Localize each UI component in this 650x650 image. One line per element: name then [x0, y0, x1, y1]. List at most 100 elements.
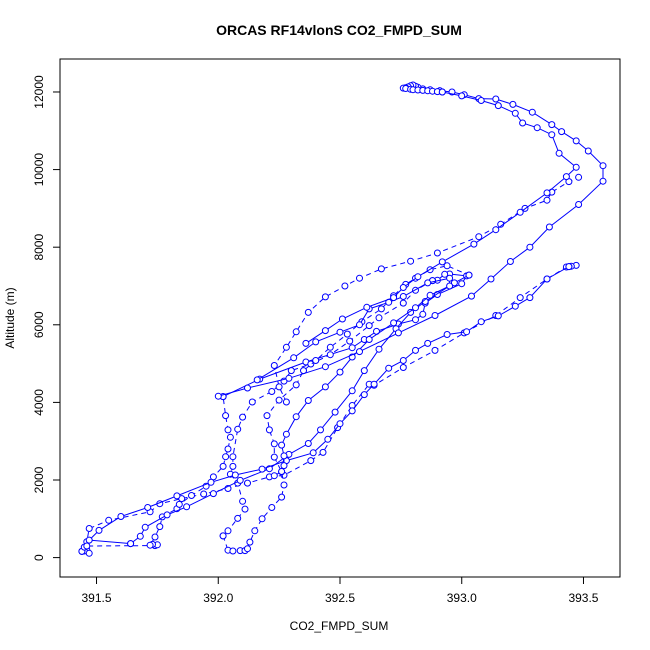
x-tick-label: 392.5	[325, 591, 355, 605]
data-point	[270, 362, 278, 369]
data-point	[441, 270, 449, 278]
data-point	[545, 223, 553, 231]
data-point	[458, 92, 466, 100]
data-point	[558, 128, 566, 136]
data-point	[390, 294, 398, 302]
data-point	[599, 162, 607, 170]
x-tick-label: 393.0	[447, 591, 477, 605]
data-point	[572, 163, 580, 171]
x-axis-label: CO2_FMPD_SUM	[290, 619, 389, 633]
series-line	[130, 274, 470, 544]
data-point	[446, 282, 454, 290]
data-point	[528, 108, 536, 116]
data-point	[244, 479, 251, 487]
data-point	[219, 532, 227, 540]
y-axis: 0 2000 4000 6000 8000 10000 12000	[32, 75, 61, 561]
series-line	[81, 264, 577, 554]
y-tick-label: 0	[32, 554, 46, 561]
data-point	[173, 492, 181, 500]
data-point	[141, 523, 149, 531]
data-point	[326, 343, 334, 351]
data-point	[248, 398, 256, 406]
data-point	[268, 504, 276, 511]
data-point	[511, 302, 519, 310]
data-point	[494, 102, 502, 110]
data-point	[375, 345, 383, 353]
data-point	[377, 265, 385, 273]
data-point	[224, 445, 232, 453]
data-point	[356, 348, 363, 356]
data-point	[258, 465, 266, 473]
data-point	[548, 131, 556, 139]
data-point	[302, 339, 310, 347]
data-point	[443, 331, 451, 338]
series-1	[78, 261, 580, 557]
data-point	[270, 472, 278, 480]
data-point	[548, 121, 556, 129]
data-point	[533, 124, 541, 132]
data-point	[348, 387, 356, 395]
data-point	[341, 282, 349, 290]
data-point	[136, 532, 144, 540]
data-point	[222, 412, 230, 420]
data-point	[95, 526, 103, 534]
data-point	[584, 147, 592, 155]
series-5	[219, 262, 473, 555]
data-point	[239, 497, 247, 505]
data-point	[468, 292, 475, 300]
series-9	[270, 173, 583, 406]
data-point	[319, 448, 327, 456]
data-point	[506, 258, 514, 265]
data-point	[321, 363, 329, 371]
data-point	[562, 173, 570, 181]
data-point	[85, 525, 93, 532]
data-point	[399, 364, 407, 371]
data-point	[307, 360, 315, 368]
data-point	[433, 249, 441, 257]
data-point	[399, 293, 407, 300]
data-point	[487, 275, 495, 283]
data-point	[209, 490, 217, 498]
data-point	[511, 109, 519, 117]
data-point	[278, 468, 286, 475]
data-point	[85, 536, 93, 544]
data-point	[338, 315, 346, 323]
data-point	[224, 527, 232, 535]
data-point	[494, 312, 502, 320]
data-point	[85, 549, 93, 557]
data-point	[394, 329, 402, 337]
data-point	[234, 425, 242, 433]
data-point	[336, 328, 344, 336]
data-point	[356, 274, 363, 282]
data-point	[105, 516, 113, 524]
data-point	[336, 420, 344, 428]
data-point	[282, 343, 290, 351]
data-point	[399, 299, 407, 307]
y-tick-label: 12000	[32, 75, 46, 109]
x-axis: 391.5 392.0 392.5 393.0 393.5	[82, 576, 599, 605]
series-7	[85, 263, 573, 548]
y-axis-label: Altitude (m)	[3, 287, 17, 348]
y-tick-label: 10000	[32, 153, 46, 187]
data-point	[229, 453, 237, 461]
data-point	[399, 357, 407, 364]
data-point	[253, 376, 261, 384]
data-point	[304, 397, 312, 404]
y-tick-label: 4000	[32, 389, 46, 416]
series-line	[88, 266, 570, 545]
data-point	[492, 95, 500, 103]
data-point	[292, 413, 300, 421]
data-point	[280, 452, 288, 460]
data-point	[309, 449, 317, 457]
data-point	[287, 367, 295, 375]
data-point	[321, 293, 329, 301]
data-point	[275, 383, 283, 391]
data-point	[222, 453, 230, 461]
data-point	[526, 243, 534, 251]
data-point	[519, 119, 527, 127]
data-point	[543, 196, 551, 204]
data-point	[183, 503, 191, 511]
data-point	[234, 514, 242, 522]
data-point	[446, 274, 454, 282]
data-point	[412, 346, 419, 354]
